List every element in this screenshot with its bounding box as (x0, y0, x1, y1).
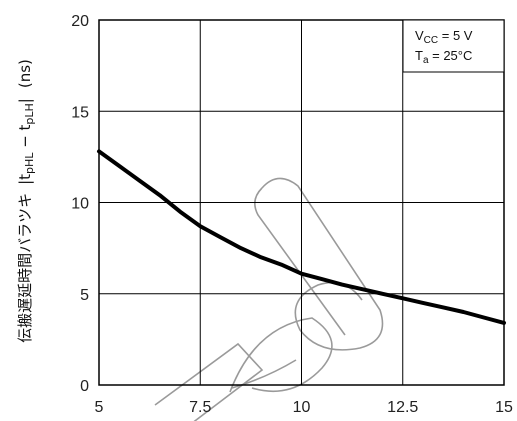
condition-ta: Ta = 25°C (415, 48, 472, 66)
series-line-0 (97, 149, 506, 325)
x-tick-label-0: 5 (95, 399, 104, 416)
y-tick-label-0: 0 (80, 378, 89, 395)
series-group (97, 149, 506, 325)
y-tick-label-1: 5 (80, 287, 89, 304)
condition-vcc: VCC = 5 V (415, 28, 473, 46)
x-tick-label-4: 15 (495, 399, 513, 416)
grid-lines (99, 20, 504, 385)
y-tick-label-4: 20 (71, 13, 89, 30)
y-tick-label-3: 15 (71, 104, 89, 121)
conditions-box: VCC = 5 V Ta = 25°C (402, 19, 505, 73)
x-tick-label-2: 10 (293, 399, 311, 416)
y-tick-label-2: 10 (71, 196, 89, 213)
y-axis-label: 伝搬遅延時間バラツキ|tpHL − tpLH|(ns) (16, 59, 36, 343)
x-tick-label-3: 12.5 (387, 399, 418, 416)
plot-area-border (98, 19, 505, 386)
x-tick-label-1: 7.5 (189, 399, 211, 416)
